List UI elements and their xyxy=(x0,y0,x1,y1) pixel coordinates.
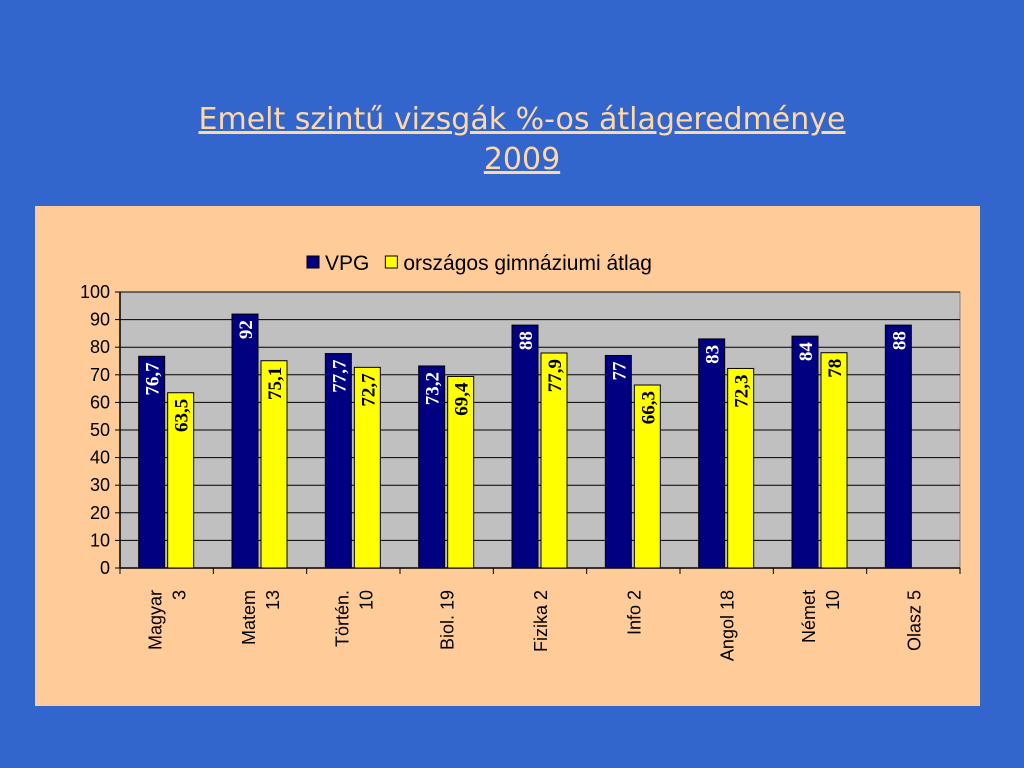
data-label-orszagos: 78 xyxy=(825,359,846,378)
chart-panel: 0 10 20 30 40 50 60 70 80 90 100 76,7 63,5 Magyar 3 92 7… xyxy=(35,206,980,706)
data-label-orszagos: 69,4 xyxy=(452,382,473,416)
bar-vpg xyxy=(511,324,539,569)
category-label: Biol. 19 xyxy=(438,590,458,650)
legend-label-orszagos: országos gimnáziumi átlag xyxy=(403,252,652,275)
category-label: 10 xyxy=(823,590,843,610)
y-tick-label: 20 xyxy=(90,503,110,523)
y-tick-label: 100 xyxy=(80,282,110,302)
bar-vpg xyxy=(604,354,632,569)
bar-orszagos xyxy=(260,360,288,569)
bar-orszagos xyxy=(727,367,755,569)
bar-orszagos xyxy=(167,392,195,569)
bar-orszagos xyxy=(540,352,568,569)
bar-vpg xyxy=(418,365,446,569)
title-line-1: Emelt szintű vizsgák %-os átlageredménye xyxy=(198,102,846,137)
category-label: 3 xyxy=(170,590,190,600)
data-label-orszagos: 66,3 xyxy=(638,391,659,424)
category-label: Info 2 xyxy=(624,590,644,635)
y-tick-label: 50 xyxy=(90,420,110,440)
bar-vpg xyxy=(324,353,352,569)
category-label: 13 xyxy=(263,590,283,610)
bar-vpg xyxy=(698,338,726,569)
data-label-orszagos: 77,9 xyxy=(545,359,566,392)
y-tick-label: 60 xyxy=(90,392,110,412)
y-tick-label: 80 xyxy=(90,337,110,357)
bar-orszagos xyxy=(353,366,381,569)
category-label: Olasz 5 xyxy=(904,590,924,651)
bar-vpg xyxy=(791,335,819,569)
legend-swatch-orszagos xyxy=(384,255,398,269)
data-label-vpg: 92 xyxy=(236,320,257,339)
title-line-2: 2009 xyxy=(483,142,561,177)
bar-vpg xyxy=(138,355,166,569)
bar-chart: 0 10 20 30 40 50 60 70 80 90 100 76,7 63,5 Magyar 3 92 7… xyxy=(80,252,961,661)
data-label-vpg: 84 xyxy=(796,342,817,362)
y-tick-label: 70 xyxy=(90,365,110,385)
y-tick-label: 10 xyxy=(90,530,110,550)
data-label-orszagos: 72,7 xyxy=(358,373,379,407)
category-label: Angol 18 xyxy=(718,590,738,661)
bar-vpg xyxy=(231,313,259,569)
category-label: Matem xyxy=(239,590,259,645)
category-label: Történ. xyxy=(332,590,352,647)
category-label: Magyar xyxy=(146,590,166,650)
bar-orszagos xyxy=(633,384,661,569)
bar-orszagos xyxy=(447,375,475,569)
bar-vpg xyxy=(884,324,912,569)
y-tick-label: 40 xyxy=(90,448,110,468)
data-label-vpg: 77 xyxy=(609,361,630,381)
category-label: 10 xyxy=(356,590,376,610)
chart-title: Emelt szintű vizsgák %-os átlageredménye… xyxy=(0,100,1024,180)
y-tick-label: 0 xyxy=(100,558,110,578)
data-label-vpg: 76,7 xyxy=(143,362,164,396)
data-label-orszagos: 75,1 xyxy=(265,367,286,400)
data-label-vpg: 77,7 xyxy=(329,359,350,393)
data-label-vpg: 73,2 xyxy=(423,372,444,405)
data-label-vpg: 88 xyxy=(889,331,910,350)
category-label: Fizika 2 xyxy=(531,590,551,652)
legend-label-vpg: VPG xyxy=(325,252,369,275)
y-tick-label: 90 xyxy=(90,310,110,330)
legend-swatch-vpg xyxy=(306,255,320,269)
data-label-orszagos: 63,5 xyxy=(172,399,193,432)
data-label-orszagos: 72,3 xyxy=(732,374,753,407)
y-tick-label: 30 xyxy=(90,475,110,495)
data-label-vpg: 83 xyxy=(703,345,724,364)
category-label: Német xyxy=(799,590,819,643)
data-label-vpg: 88 xyxy=(516,331,537,350)
bar-orszagos xyxy=(820,352,848,569)
